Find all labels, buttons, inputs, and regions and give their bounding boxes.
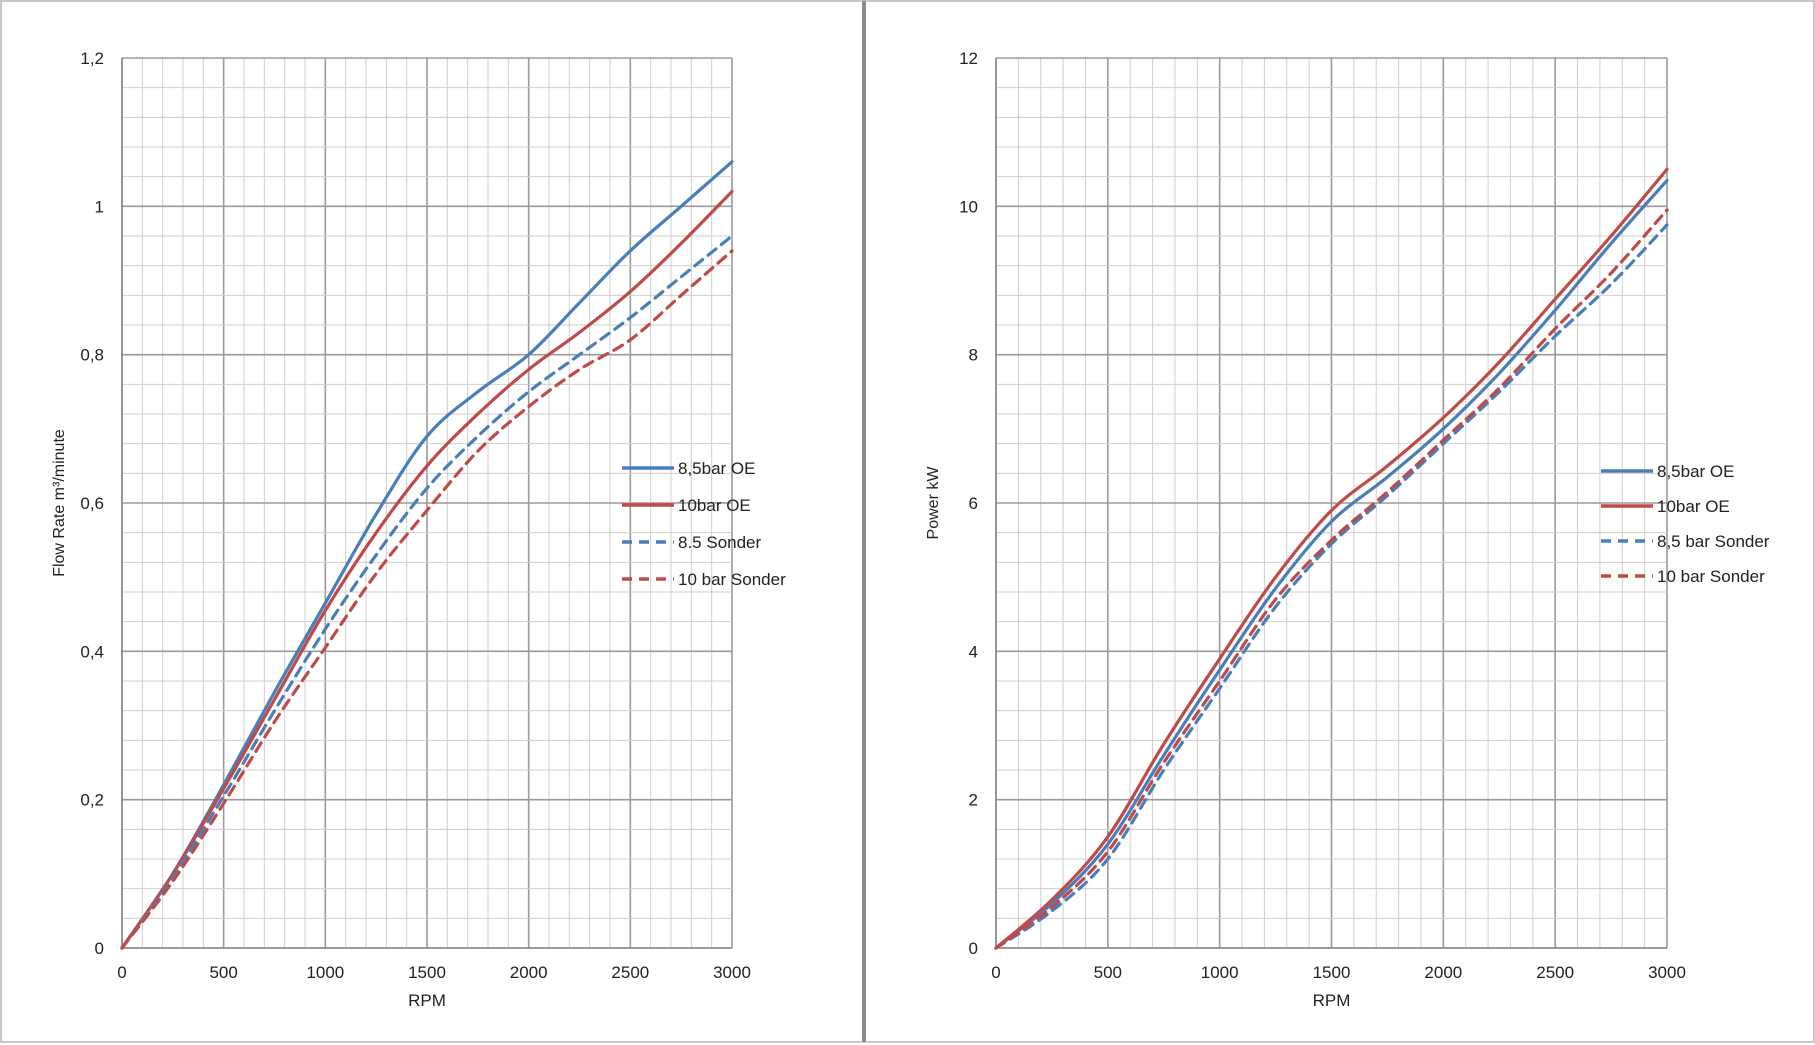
y-tick-label: 6 <box>969 494 978 513</box>
y-tick-label: 1 <box>95 197 104 216</box>
y-axis-title: Flow Rate m³/minute <box>51 429 68 577</box>
y-tick-label: 4 <box>969 642 978 661</box>
series-line <box>994 223 1669 950</box>
x-tick-label: 2500 <box>611 963 649 982</box>
x-tick-label: 2500 <box>1536 963 1574 982</box>
series-line <box>994 167 1669 950</box>
y-tick-label: 1,2 <box>80 49 104 68</box>
legend-label: 10 bar Sonder <box>1657 567 1765 586</box>
y-tick-label: 10 <box>959 197 978 216</box>
y-tick-label: 0,8 <box>80 346 104 365</box>
x-tick-label: 0 <box>991 963 1000 982</box>
power-chart-panel: 0 500 1000 1500 2000 2500 3000 0 2 4 6 8 10 12 RPM Powe… <box>864 0 1815 1043</box>
x-tick-label: 1000 <box>1201 963 1239 982</box>
grid <box>121 57 733 949</box>
y-tick-label: 0,2 <box>80 791 104 810</box>
x-tick-label: 2000 <box>510 963 548 982</box>
series-line <box>120 249 734 950</box>
y-tick-label: 2 <box>969 791 978 810</box>
x-tick-label: 500 <box>209 963 237 982</box>
legend: 8,5bar OE 10bar OE 8,5 bar Sonder 10 bar So… <box>1601 462 1770 586</box>
power-chart: 0 500 1000 1500 2000 2500 3000 0 2 4 6 8 10 12 RPM Powe… <box>925 49 1770 1010</box>
y-axis-title: Power kW <box>925 466 942 540</box>
y-tick-label: 0 <box>969 939 978 958</box>
y-tick-label: 0 <box>95 939 104 958</box>
series-line <box>120 160 734 950</box>
legend-label: 10bar OE <box>678 496 751 515</box>
legend-label: 8,5bar OE <box>678 459 756 478</box>
x-tick-label: 2000 <box>1424 963 1462 982</box>
flow-rate-chart: 0 500 1000 1500 2000 2500 3000 0 0,2 0,4 0,6 0,8 1 1,… <box>51 49 786 1010</box>
x-tick-label: 500 <box>1094 963 1122 982</box>
y-tick-label: 8 <box>969 346 978 365</box>
x-axis-title: RPM <box>1313 991 1351 1010</box>
x-tick-label: 1500 <box>408 963 446 982</box>
legend-label: 8.5 Sonder <box>678 533 762 552</box>
flow-rate-chart-panel: 0 500 1000 1500 2000 2500 3000 0 0,2 0,4 0,6 0,8 1 1,… <box>0 0 864 1043</box>
x-tick-label: 3000 <box>1648 963 1686 982</box>
x-tick-label: 0 <box>117 963 126 982</box>
y-tick-label: 0,6 <box>80 494 104 513</box>
x-tick-label: 3000 <box>713 963 751 982</box>
y-tick-label: 12 <box>959 49 978 68</box>
legend-label: 10bar OE <box>1657 497 1730 516</box>
legend-label: 10 bar Sonder <box>678 570 786 589</box>
x-tick-label: 1500 <box>1313 963 1351 982</box>
x-tick-label: 1000 <box>306 963 344 982</box>
legend: 8,5bar OE 10bar OE 8.5 Sonder 10 bar Sonder <box>622 459 786 589</box>
series-line <box>994 178 1669 950</box>
legend-label: 8,5bar OE <box>1657 462 1735 481</box>
series-line <box>994 208 1669 950</box>
series-line <box>120 234 734 950</box>
grid <box>995 57 1668 949</box>
series-line <box>120 189 734 950</box>
y-tick-label: 0,4 <box>80 642 104 661</box>
x-axis-title: RPM <box>408 991 446 1010</box>
legend-label: 8,5 bar Sonder <box>1657 532 1770 551</box>
